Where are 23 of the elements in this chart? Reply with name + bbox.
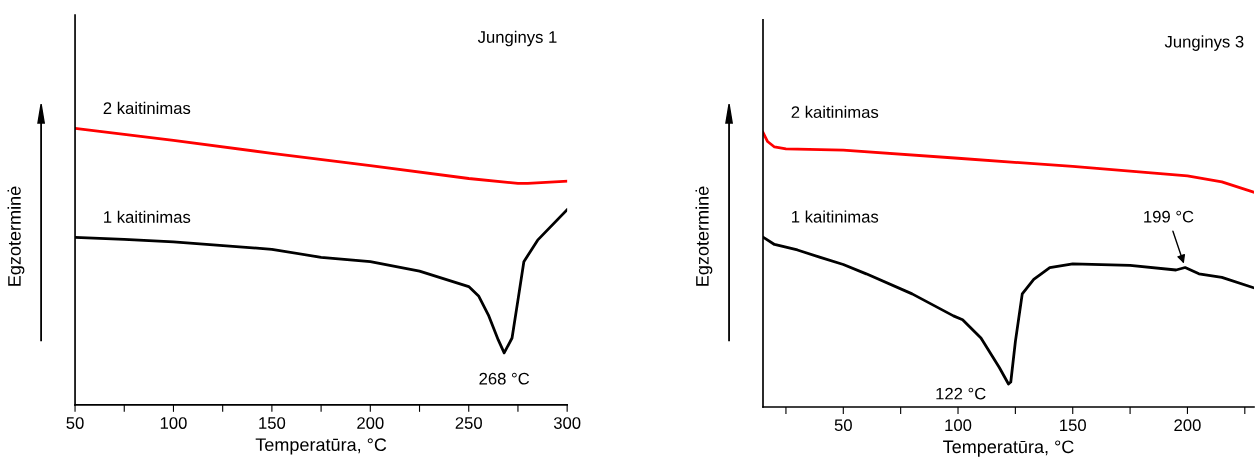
x-axis-title: Temperatūra, °C — [943, 440, 1074, 457]
x-tick-label: 100 — [945, 419, 972, 432]
chart-title: Junginys 3 — [1164, 35, 1244, 51]
annotation: 268 °C — [479, 372, 530, 385]
series-label: 2 kaitinimas — [103, 101, 191, 115]
x-tick-label: 100 — [160, 417, 187, 429]
x-axis-title: Temperatūra, °C — [255, 438, 387, 455]
x-tick-label: 300 — [553, 417, 581, 429]
series-label: 2 kaitinimas — [791, 105, 879, 119]
y-axis-title: Egzoterminė — [7, 186, 25, 286]
x-tick-label: 200 — [357, 417, 384, 429]
x-tick-label: 150 — [1060, 419, 1086, 432]
annotation: 199 °C — [1144, 210, 1194, 223]
x-tick-label: 250 — [455, 417, 482, 429]
x-tick-label: 200 — [1174, 419, 1201, 432]
x-tick-label: 150 — [259, 417, 286, 429]
annotation: 122 °C — [936, 387, 986, 400]
series-label: 1 kaitinimas — [792, 210, 879, 223]
x-tick-label: 50 — [834, 419, 852, 432]
y-axis-title: Egzoterminė — [695, 186, 713, 286]
series-label: 1 kaitinimas — [104, 210, 191, 223]
x-tick-label: 50 — [66, 417, 84, 429]
chart-title: Junginys 1 — [477, 30, 557, 47]
